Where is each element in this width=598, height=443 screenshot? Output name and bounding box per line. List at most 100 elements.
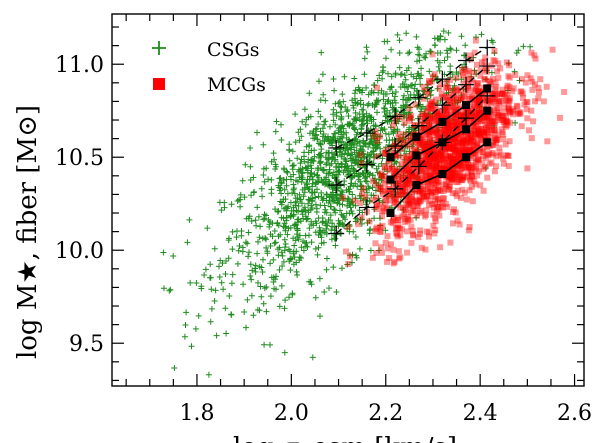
mcg-point [412,148,419,155]
csg-point [315,178,322,185]
csg-percentile-marker [410,117,427,134]
csg-point [317,128,324,135]
mcg-point [426,229,432,236]
mcg-point [428,78,435,85]
csg-point [372,122,379,129]
csg-point [339,91,346,98]
csg-point [346,223,353,230]
mcg-point [459,174,466,181]
csg-point [444,50,451,57]
mcg-point [447,169,454,176]
mcg-point [432,155,439,162]
mcg-point [392,196,399,202]
mcg-point [453,113,460,120]
mcg-point [378,244,385,251]
mcg-point [434,113,441,120]
csg-point [236,243,243,249]
mcg-point [439,166,446,173]
mcg-percentile-marker [483,84,492,93]
mcg-point [407,114,413,121]
mcg-point [481,97,488,103]
mcg-point [469,142,476,149]
mcg-point [465,93,472,100]
mcg-point [434,112,441,119]
csg-point [187,279,194,286]
csg-point [240,281,247,288]
csg-point [256,263,263,270]
mcg-point [390,260,397,267]
mcg-point [450,209,456,215]
mcg-point [403,206,410,213]
mcg-point [439,166,445,173]
mcg-point [378,173,385,180]
mcg-point [445,176,452,183]
mcg-point [423,125,430,132]
mcg-point [405,213,411,220]
csg-point [324,255,330,262]
csg-point [432,42,439,49]
axis-ticks: 1.8 2.0 2.2 2.4 2.69.510.010.511.0 [55,14,592,426]
mcg-point [478,89,484,96]
csg-point [396,50,403,56]
csg-point [344,261,351,268]
csg-point [421,88,428,95]
csg-point [330,136,337,143]
mcg-point [433,154,440,161]
mcg-point [495,60,502,67]
mcg-point [435,178,442,185]
csg-point [284,231,291,238]
csg-point [278,180,285,187]
mcg-point [418,165,425,172]
csg-point [284,169,291,176]
mcg-point [427,148,434,155]
mcg-point [445,125,452,132]
mcg-point [496,90,503,97]
csg-point [399,190,406,196]
csg-point [320,91,327,98]
mcg-point [509,111,516,118]
mcg-point [391,182,398,189]
mcg-point [384,205,391,212]
mcg-point [406,180,413,187]
csg-point [356,192,363,199]
mcg-point [439,127,446,134]
csg-point [374,98,381,104]
mcg-point [458,162,465,169]
csg-point [280,165,287,172]
mcg-point [457,166,464,173]
mcg-point [464,108,471,115]
mcg-point [426,79,433,86]
csg-point [261,178,268,185]
mcg-point [474,83,481,90]
csg-point [445,89,452,96]
csg-point [308,156,314,163]
csg-point [247,273,254,279]
mcg-point [441,181,448,188]
csg-point [317,97,324,104]
csg-point [245,229,252,236]
csg-point [314,171,320,178]
mcg-point [414,168,420,175]
mcg-point [493,137,500,144]
mcg-point [524,99,531,106]
mcg-point [433,162,440,169]
mcg-point [427,172,434,179]
csg-point [428,137,435,144]
mcg-point [466,148,473,155]
csg-point [286,258,293,265]
mcg-point [426,120,432,127]
csg-point [246,213,253,220]
mcg-point [402,219,409,226]
csg-point [452,76,459,83]
csg-point [281,220,288,227]
mcg-point [433,130,440,137]
csg-point [367,114,374,121]
csg-point [269,233,276,240]
csg-point [312,245,319,252]
mcg-point [485,152,492,159]
csg-point [342,157,349,163]
csg-point [346,210,353,217]
csg-point [330,117,337,124]
mcg-point [482,122,489,129]
csg-point [226,293,233,299]
